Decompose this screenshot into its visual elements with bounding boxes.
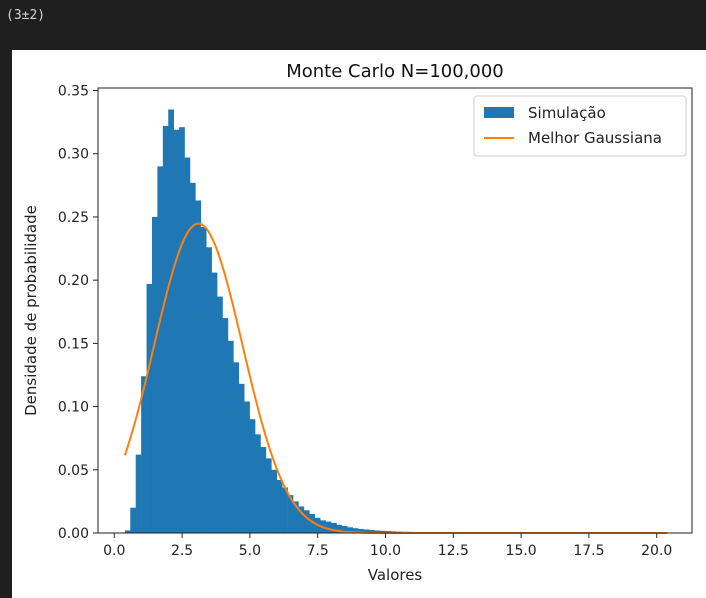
histogram-bar xyxy=(303,510,310,533)
legend: Simulação Melhor Gaussiana xyxy=(473,95,687,157)
histogram-bar xyxy=(271,469,278,533)
histogram-bar xyxy=(352,528,359,533)
x-tick-label: 7.5 xyxy=(307,543,329,559)
histogram-bar xyxy=(255,434,261,533)
y-tick-label: 0.00 xyxy=(58,526,89,542)
histogram-bar xyxy=(276,479,283,533)
histogram-bar xyxy=(233,362,240,533)
histogram-bar xyxy=(244,401,250,533)
legend-label-gaussiana: Melhor Gaussiana xyxy=(528,129,662,147)
x-tick-label: 0.0 xyxy=(103,543,125,559)
histogram-bar xyxy=(211,272,218,533)
histogram-bar xyxy=(130,507,136,533)
histogram-bar xyxy=(293,501,299,533)
x-tick-label: 2.5 xyxy=(171,543,193,559)
histogram-bar xyxy=(162,125,169,534)
histogram-bar xyxy=(330,522,337,533)
histogram-bar xyxy=(325,521,332,533)
y-tick-label: 0.15 xyxy=(58,336,89,352)
y-axis-title: Densidade de probabilidade xyxy=(22,205,40,416)
monte-carlo-histogram-chart: 0.0 2.5 5.0 7.5 10.0 12.5 15.0 17.5 20.0 0.000.0… xyxy=(22,61,693,584)
y-axis-ticks: 0.00 0.05 0.10 0.15 0.20 0.25 0.30 0.35 xyxy=(58,84,98,542)
histogram-bar xyxy=(173,129,180,533)
histogram-bar xyxy=(200,227,207,533)
y-tick-label: 0.10 xyxy=(58,400,89,416)
x-tick-label: 5.0 xyxy=(239,543,261,559)
y-tick-label: 0.35 xyxy=(58,84,89,100)
legend-swatch-simulacao xyxy=(484,107,514,118)
histogram-bar xyxy=(363,529,370,533)
histogram-bar xyxy=(260,447,267,533)
x-tick-label: 12.5 xyxy=(438,543,469,559)
x-tick-label: 17.5 xyxy=(573,543,604,559)
histogram-bar xyxy=(141,376,147,533)
histogram-bar xyxy=(124,530,131,533)
histogram-bar xyxy=(217,296,223,533)
histogram-bar xyxy=(227,340,234,533)
histogram-bar xyxy=(249,419,256,533)
x-tick-label: 20.0 xyxy=(641,543,672,559)
histogram-bar xyxy=(265,458,272,533)
histogram-bar xyxy=(222,318,229,533)
histogram-bar xyxy=(368,529,375,533)
x-axis-ticks: 0.0 2.5 5.0 7.5 10.0 12.5 15.0 17.5 20.0 xyxy=(103,533,672,559)
histogram-bar xyxy=(282,487,288,533)
histogram-bar xyxy=(195,200,202,533)
histogram-bar xyxy=(336,524,343,533)
histogram-bar xyxy=(358,528,364,533)
x-axis-title: Valores xyxy=(368,566,423,584)
histogram-bar xyxy=(135,454,142,533)
histogram-bar xyxy=(179,127,185,533)
chart-title: Monte Carlo N=100,000 xyxy=(286,61,504,82)
x-tick-label: 10.0 xyxy=(370,543,401,559)
x-tick-label: 15.0 xyxy=(506,543,537,559)
y-tick-label: 0.20 xyxy=(58,273,89,289)
histogram-bar xyxy=(309,514,316,533)
histogram-bars xyxy=(124,109,668,534)
histogram-bar xyxy=(189,182,196,533)
histogram-bar xyxy=(287,495,294,533)
histogram-bar xyxy=(379,530,386,533)
histogram-bar xyxy=(238,383,245,533)
y-tick-label: 0.30 xyxy=(58,147,89,163)
histogram-bar xyxy=(157,166,164,533)
cell-output-label: (3±2) xyxy=(6,8,46,23)
legend-box xyxy=(473,95,687,157)
histogram-bar xyxy=(374,530,381,533)
histogram-bar xyxy=(151,216,158,533)
y-tick-label: 0.05 xyxy=(58,463,89,479)
histogram-bar xyxy=(341,526,348,533)
figure-panel: 0.0 2.5 5.0 7.5 10.0 12.5 15.0 17.5 20.0 0.00 0.0… xyxy=(12,50,706,598)
histogram-bar xyxy=(168,109,174,534)
histogram-bar xyxy=(347,527,353,533)
histogram-bar xyxy=(184,157,191,533)
histogram-bar xyxy=(298,506,305,533)
legend-label-simulacao: Simulação xyxy=(528,104,606,122)
plot-frame xyxy=(97,87,693,534)
y-tick-label: 0.25 xyxy=(58,210,89,226)
histogram-bar xyxy=(206,247,212,534)
histogram-bar xyxy=(146,283,153,533)
